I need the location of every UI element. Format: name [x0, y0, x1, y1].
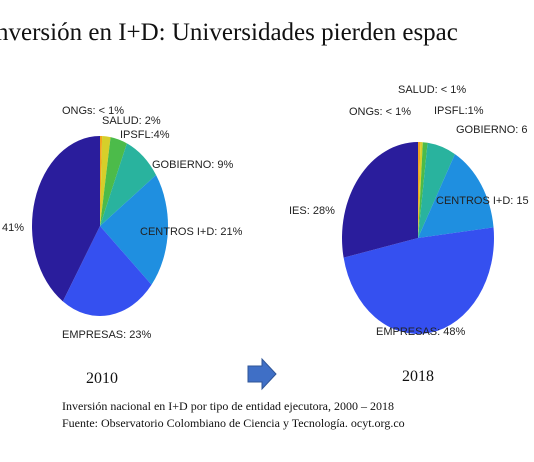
slice-label: IES: 28% [289, 205, 335, 217]
pie-slice [418, 154, 494, 238]
slice-label: IPSFL:4% [120, 129, 170, 141]
pie-slice [100, 136, 111, 226]
pie-slice [343, 227, 494, 335]
slice-label: EMPRESAS: 48% [376, 326, 465, 338]
slice-label: CENTROS I+D: 15 [436, 195, 529, 207]
title: nversión en I+D: Universidades pierden e… [0, 19, 458, 46]
pie-slice [31, 136, 101, 302]
pie-slice [418, 142, 428, 238]
pie-slice [62, 226, 152, 316]
pie-slice [418, 142, 455, 238]
slice-label: SALUD: 2% [102, 115, 161, 127]
slice-label: CENTROS I+D: 21% [140, 226, 243, 238]
slice-label: GOBIERNO: 9% [152, 159, 234, 171]
slice-label: SALUD: < 1% [398, 84, 466, 96]
pie-slice [100, 137, 127, 226]
pie-slice [100, 136, 103, 226]
slice-label: ONGs: < 1% [349, 106, 411, 118]
slice-label: IPSFL:1% [434, 105, 484, 117]
pie-slice [342, 142, 418, 258]
year-label: 2010 [86, 370, 118, 387]
slice-label: GOBIERNO: 6 [456, 124, 528, 136]
slice-label: EMPRESAS: 23% [62, 329, 151, 341]
pie-slice [100, 175, 168, 285]
pie-slice [418, 142, 423, 238]
pie-slice [100, 143, 157, 226]
slice-label: 41% [2, 222, 24, 234]
arrow [247, 357, 277, 391]
pie-slice [418, 142, 421, 238]
source: Fuente: Observatorio Colombiano de Cienc… [62, 416, 405, 430]
caption: Inversión nacional en I+D por tipo de en… [62, 399, 394, 413]
slice-label: ONGs: < 1% [62, 105, 124, 117]
year-label: 2018 [402, 368, 434, 385]
